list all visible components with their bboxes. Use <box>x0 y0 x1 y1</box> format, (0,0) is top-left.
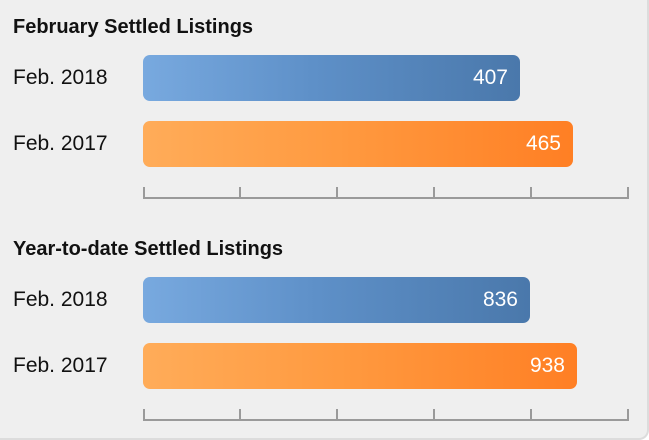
axis-tick <box>143 409 145 421</box>
axis-tick <box>239 187 241 199</box>
value-label-february-2018: 407 <box>472 66 508 89</box>
axis-tick <box>239 409 241 421</box>
axis-tick <box>433 187 435 199</box>
bar-february-2018: 407 <box>143 55 520 101</box>
axis-tick <box>336 187 338 199</box>
chart-title-year-to-date: Year-to-date Settled Listings <box>13 238 284 260</box>
value-label-ytd-2017: 938 <box>529 354 565 377</box>
value-label-ytd-2018: 836 <box>482 288 518 311</box>
category-label-feb-2017: Feb. 2017 <box>13 354 108 377</box>
axis-tick <box>433 409 435 421</box>
axis-tick <box>530 409 532 421</box>
bar-ytd-2017: 938 <box>143 343 577 389</box>
axis-tick <box>627 187 629 199</box>
bar-february-2017: 465 <box>143 121 573 167</box>
value-label-february-2017: 465 <box>525 132 561 155</box>
axis-tick <box>530 187 532 199</box>
x-axis-february <box>143 185 629 199</box>
axis-line <box>143 197 629 199</box>
x-axis-year-to-date <box>143 407 629 421</box>
axis-line <box>143 419 629 421</box>
chart-title-february: February Settled Listings <box>13 16 254 38</box>
axis-tick <box>143 187 145 199</box>
axis-tick <box>627 409 629 421</box>
bar-ytd-2018: 836 <box>143 277 530 323</box>
category-label-feb-2017: Feb. 2017 <box>13 132 108 155</box>
category-label-feb-2018: Feb. 2018 <box>13 288 108 311</box>
category-label-feb-2018: Feb. 2018 <box>13 66 108 89</box>
axis-tick <box>336 409 338 421</box>
